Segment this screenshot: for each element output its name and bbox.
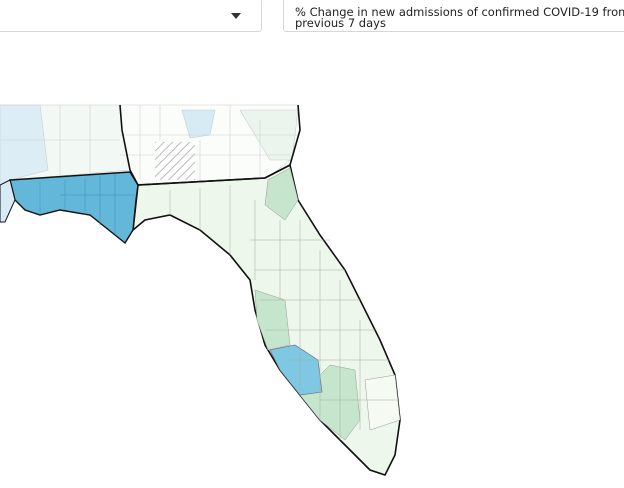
county-lines [39,174,135,235]
alabama-coast [0,179,16,223]
county-lines [0,105,300,182]
state-border [119,104,301,186]
region-light [364,374,401,431]
county-lines [169,185,398,440]
region-blue [269,344,323,396]
metric-label: % Change in new admissions of confirmed … [295,5,624,30]
region-green [264,167,299,221]
no-data [155,142,195,180]
panhandle [9,171,139,245]
dropdown-arrow [231,13,241,19]
alabama-south [0,104,49,186]
metric-dropdown[interactable]: % Change in new admissions of confirmed … [283,0,624,32]
region-dropdown[interactable] [0,0,262,32]
